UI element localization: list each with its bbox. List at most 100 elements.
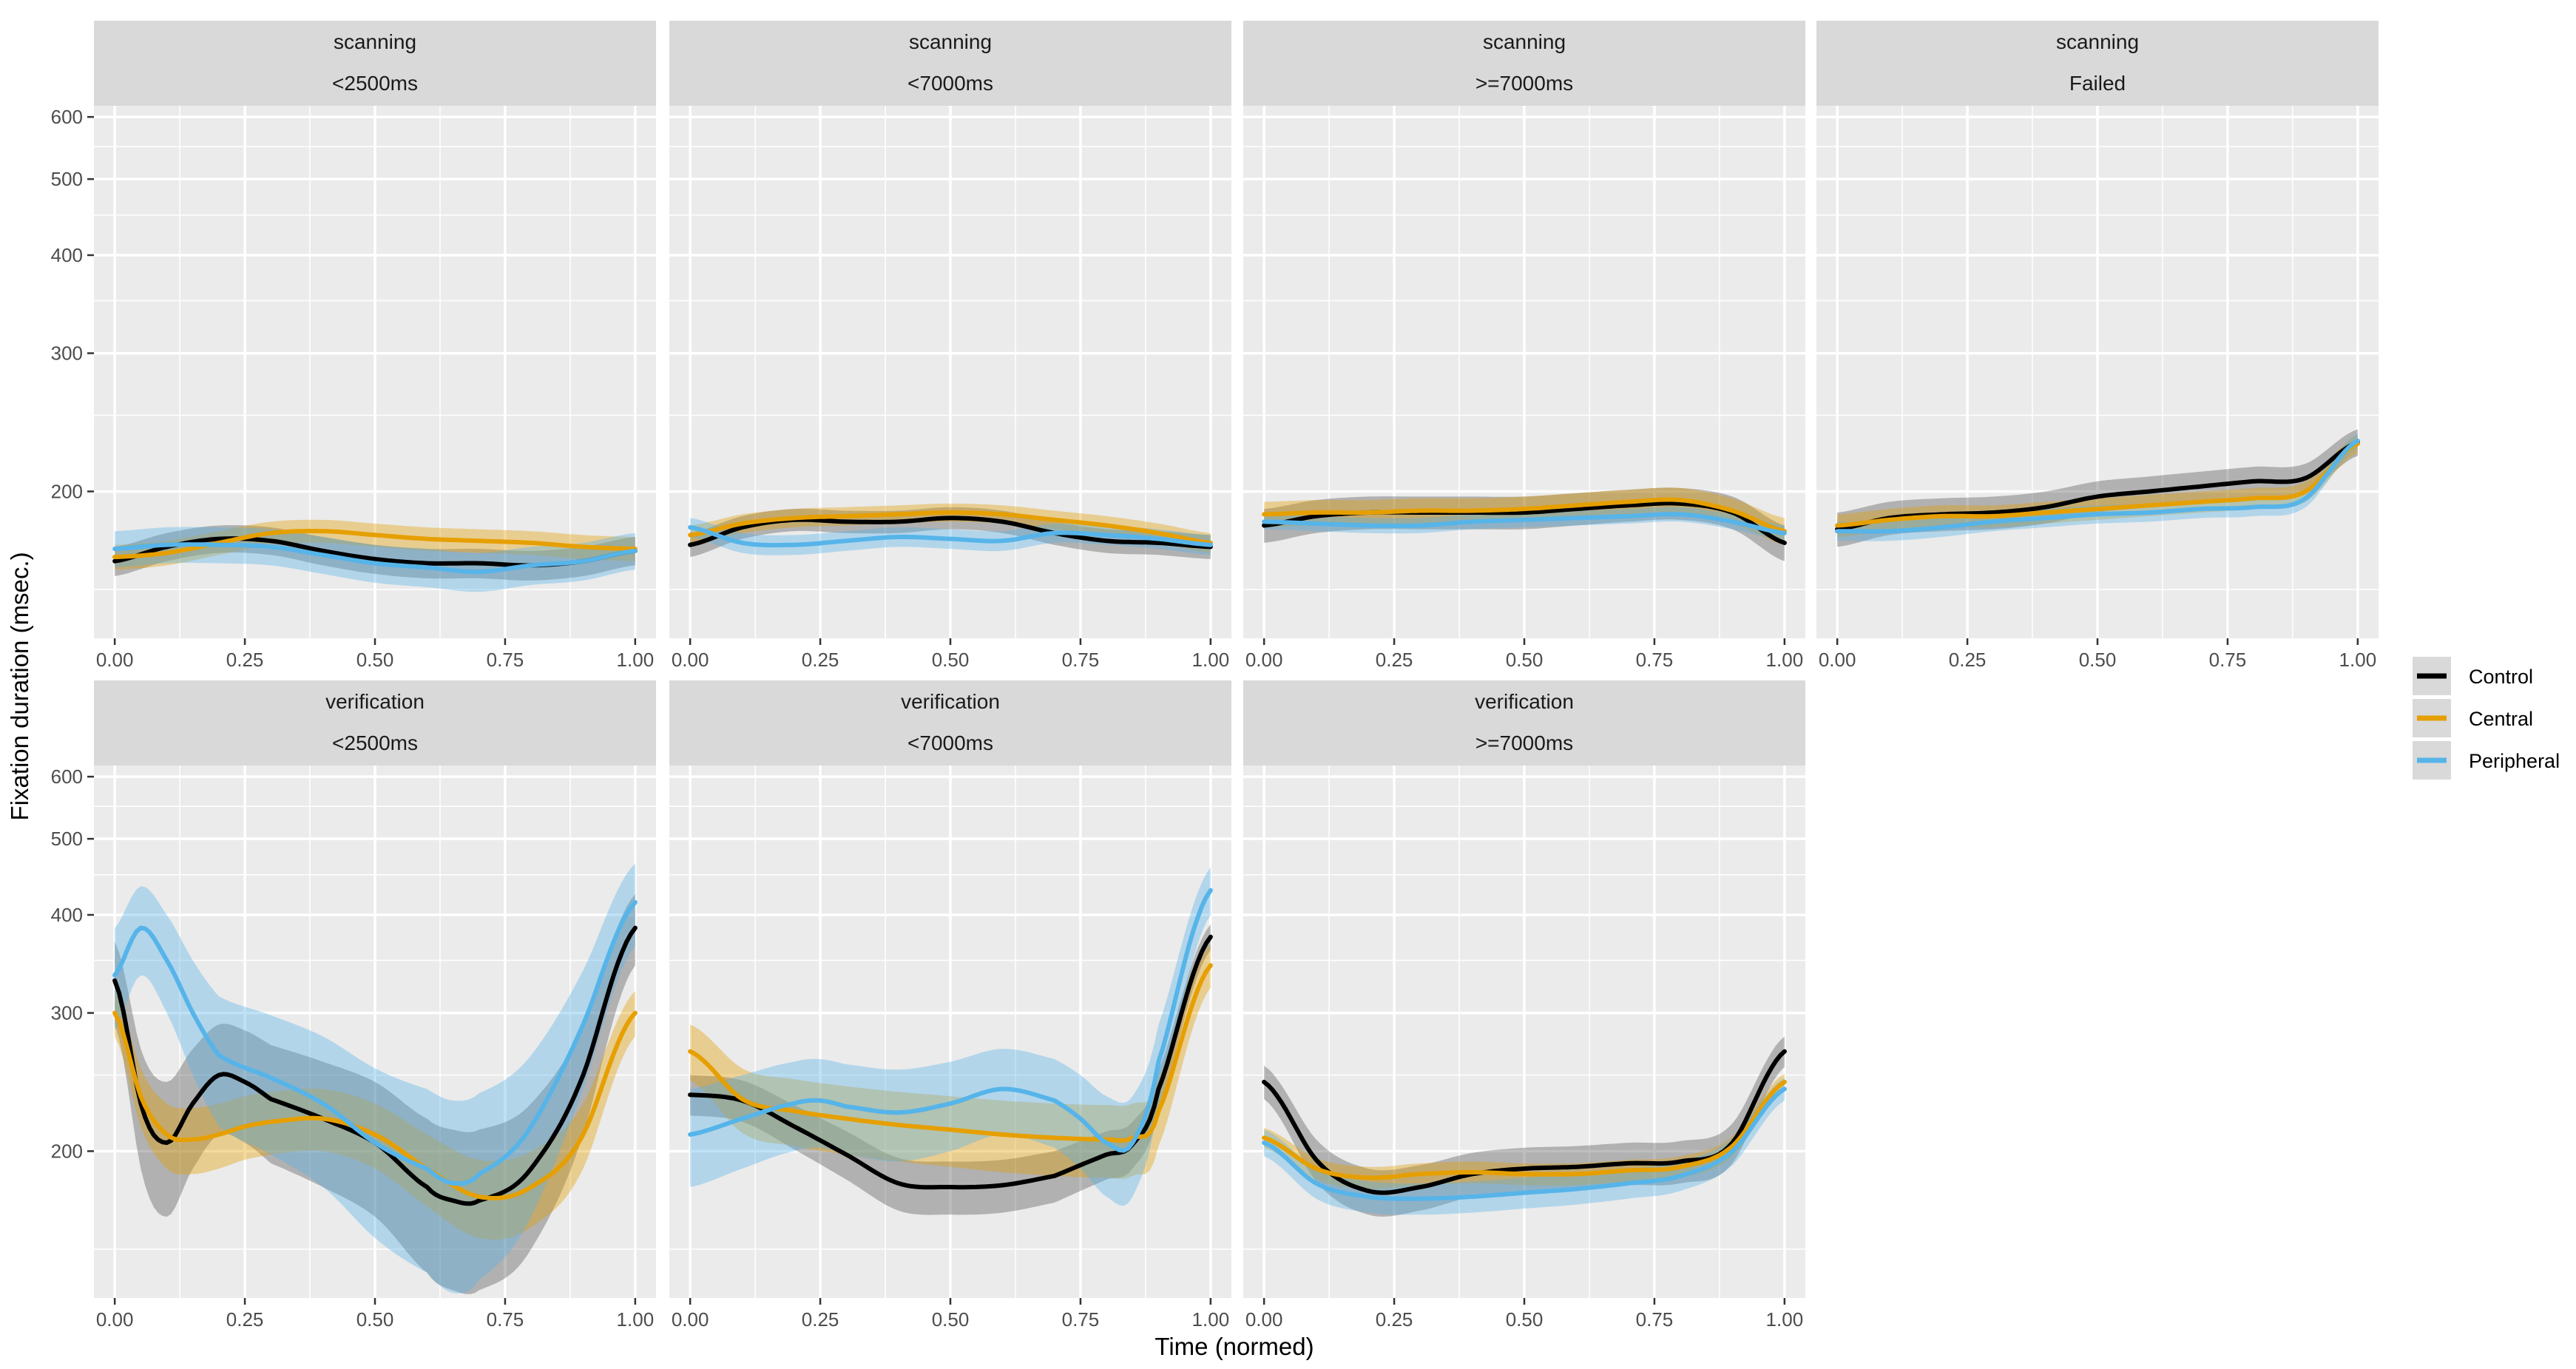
confidence-band-central xyxy=(1264,1073,1785,1189)
y-axis-title: Fixation duration (msec.) xyxy=(6,552,33,820)
series-line-peripheral xyxy=(112,900,638,1186)
x-tick-label: 0.75 xyxy=(2209,649,2247,671)
facet-strip-label: verification xyxy=(325,690,425,713)
axes: 0.00 0.25 0.50 0.75 1.00 xyxy=(1245,638,1803,671)
x-tick-label: 0.25 xyxy=(802,649,839,671)
facet-strip-label: <7000ms xyxy=(907,72,993,95)
confidence-bands xyxy=(115,863,635,1294)
facet-strip xyxy=(1243,680,1805,765)
x-tick-label: 1.00 xyxy=(2339,649,2377,671)
gridlines xyxy=(94,765,656,1298)
facet-strip-label: scanning xyxy=(334,30,416,53)
y-tick-label: 400 xyxy=(51,244,83,266)
axes: 0.00 0.25 0.50 0.75 1.00 200 300 400 500 600 xyxy=(51,106,655,671)
y-tick-label: 500 xyxy=(51,168,83,190)
x-tick-label: 0.50 xyxy=(356,1308,394,1331)
series-lines xyxy=(688,510,1213,550)
gridlines xyxy=(669,765,1231,1298)
series-line-central xyxy=(688,510,1213,545)
gridlines xyxy=(94,106,656,638)
x-tick-label: 0.50 xyxy=(2079,649,2117,671)
series-lines xyxy=(1835,439,2360,534)
confidence-band-central xyxy=(115,519,635,570)
series-line-peripheral xyxy=(1835,439,2360,534)
panel-4: verification <2500ms 0.00 0.25 0.50 0.75 1.00 2… xyxy=(51,680,656,1331)
x-tick-label: 0.75 xyxy=(487,649,524,671)
facet-strip-label: scanning xyxy=(2056,30,2139,53)
series-lines xyxy=(112,900,638,1206)
series-line-central xyxy=(112,1010,638,1200)
series-line-peripheral xyxy=(688,888,1213,1153)
x-tick-label: 0.75 xyxy=(1636,649,1674,671)
facet-strip-label: scanning xyxy=(1483,30,1566,53)
panel-6: verification >=7000ms 0.00 0.25 0.50 0.75 1.00 xyxy=(1243,680,1805,1331)
x-tick-label: 0.75 xyxy=(487,1308,524,1331)
x-tick-label: 0.50 xyxy=(932,649,970,671)
x-tick-label: 0.00 xyxy=(1245,1308,1283,1331)
facet-strip-label: >=7000ms xyxy=(1475,731,1573,754)
x-tick-label: 0.00 xyxy=(672,1308,709,1331)
facet-strip xyxy=(1816,21,2379,106)
axes: 0.00 0.25 0.50 0.75 1.00 200 300 400 500 600 xyxy=(51,765,655,1331)
facet-strip xyxy=(669,21,1231,106)
facet-strip-label: >=7000ms xyxy=(1475,72,1573,95)
axes: 0.00 0.25 0.50 0.75 1.00 xyxy=(672,1298,1229,1331)
series-line-control xyxy=(1262,1049,1787,1195)
x-tick-label: 0.75 xyxy=(1636,1308,1674,1331)
x-tick-label: 0.25 xyxy=(226,1308,264,1331)
series-lines xyxy=(1262,497,1787,545)
gridlines xyxy=(1243,106,1805,638)
y-tick-label: 400 xyxy=(51,904,83,926)
confidence-band-peripheral xyxy=(115,863,635,1294)
legend-label: Control xyxy=(2469,666,2533,688)
x-tick-label: 0.50 xyxy=(356,649,394,671)
x-tick-label: 0.50 xyxy=(1506,1308,1544,1331)
x-tick-label: 0.00 xyxy=(672,649,709,671)
confidence-band-peripheral xyxy=(1837,433,2358,541)
gridlines xyxy=(1243,765,1805,1298)
legend: Control Central Peripheral xyxy=(2413,657,2560,780)
facet-strip xyxy=(1243,21,1805,106)
axes: 0.00 0.25 0.50 0.75 1.00 xyxy=(1245,1298,1803,1331)
y-tick-label: 200 xyxy=(51,1140,83,1162)
x-tick-label: 1.00 xyxy=(1192,1308,1230,1331)
confidence-band-control xyxy=(1264,487,1785,561)
x-axis-title: Time (normed) xyxy=(1155,1333,1314,1360)
axes: 0.00 0.25 0.50 0.75 1.00 xyxy=(672,638,1229,671)
legend-label: Central xyxy=(2469,708,2533,730)
x-tick-label: 1.00 xyxy=(1192,649,1230,671)
facet-strip-label: scanning xyxy=(909,30,992,53)
gridlines xyxy=(1816,106,2379,638)
series-line-peripheral xyxy=(1262,1086,1787,1201)
x-tick-label: 0.25 xyxy=(1376,1308,1413,1331)
x-tick-label: 0.25 xyxy=(1376,649,1413,671)
facet-strip-label: verification xyxy=(901,690,1000,713)
x-tick-label: 1.00 xyxy=(617,649,655,671)
facet-strip-label: verification xyxy=(1475,690,1574,713)
x-tick-label: 0.00 xyxy=(96,649,134,671)
y-tick-label: 600 xyxy=(51,106,83,128)
panel-3: scanning Failed 0.00 0.25 0.50 0.75 1.00 xyxy=(1816,21,2379,671)
facet-strip-label: Failed xyxy=(2069,72,2126,95)
x-tick-label: 0.75 xyxy=(1062,649,1100,671)
facet-strip xyxy=(669,680,1231,765)
y-tick-label: 500 xyxy=(51,828,83,850)
y-tick-label: 300 xyxy=(51,1002,83,1024)
x-tick-label: 0.00 xyxy=(1245,649,1283,671)
panel-5: verification <7000ms 0.00 0.25 0.50 0.75 1.00 xyxy=(669,680,1231,1331)
panel-0: scanning <2500ms 0.00 0.25 0.50 0.75 1.00 200 30… xyxy=(51,21,656,671)
panel-1: scanning <7000ms 0.00 0.25 0.50 0.75 1.00 xyxy=(669,21,1231,671)
y-tick-label: 200 xyxy=(51,480,83,502)
facet-strip-label: <2500ms xyxy=(332,72,418,95)
legend-label: Peripheral xyxy=(2469,750,2560,772)
series-line-central xyxy=(1262,497,1787,534)
x-tick-label: 0.25 xyxy=(1949,649,1987,671)
confidence-band-central xyxy=(115,990,635,1240)
series-lines xyxy=(1262,1049,1787,1201)
x-tick-label: 0.50 xyxy=(1506,649,1544,671)
series-line-peripheral xyxy=(1262,512,1787,535)
facet-strip-label: <7000ms xyxy=(907,731,993,754)
x-tick-label: 1.00 xyxy=(1766,1308,1804,1331)
x-tick-label: 0.00 xyxy=(96,1308,134,1331)
